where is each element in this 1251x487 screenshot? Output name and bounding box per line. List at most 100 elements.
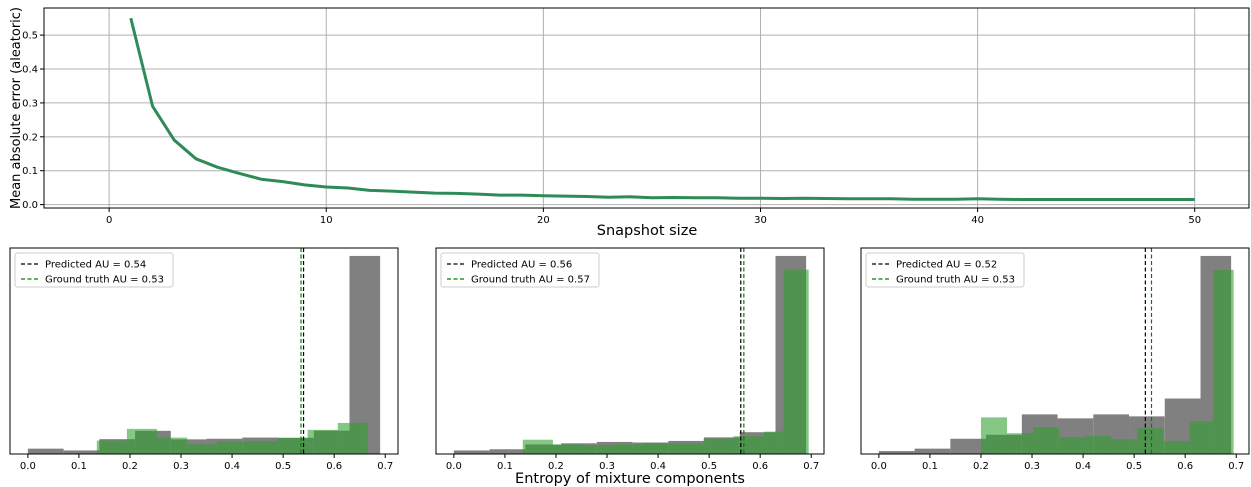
ground-truth-bar [1137, 428, 1164, 454]
x-tick-label: 0.7 [803, 461, 819, 472]
x-tick-label: 0.1 [71, 461, 87, 472]
x-tick-label: 0.3 [1024, 461, 1040, 472]
x-tick-label: 0.0 [871, 461, 887, 472]
plot-frame [9, 247, 399, 455]
ground-truth-bar [1111, 439, 1138, 454]
ground-truth-bar [763, 431, 784, 454]
grid [44, 8, 1249, 208]
x-tick-label: 0.5 [275, 461, 291, 472]
x-tick-label: 0.6 [326, 461, 342, 472]
ground-truth-bar [1163, 440, 1190, 454]
ground-truth-bar [187, 444, 218, 454]
x-tick-label: 0.6 [752, 461, 768, 472]
plot-frame [435, 247, 825, 455]
x-tick-label: 0.6 [1177, 461, 1193, 472]
legend: Predicted AU = 0.52 Ground truth AU = 0.5… [865, 252, 1025, 288]
legend-label: Predicted AU = 0.52 [896, 260, 997, 271]
plot-frame [860, 247, 1250, 455]
x-tick-label: 30 [754, 215, 767, 226]
ground-truth-bar [157, 437, 188, 454]
legend-box [440, 252, 600, 288]
ground-truth-bar [337, 422, 368, 454]
mae-series-line [129, 17, 1195, 201]
predicted-bar [349, 255, 381, 454]
x-tick-label: 0.7 [377, 461, 393, 472]
y-tick-label: 0.2 [22, 132, 38, 143]
histogram-panel-3: 0.0 0.1 0.2 0.3 0.4 0.5 0.6 0.7 Predicted AU = 0… [860, 247, 1250, 472]
ground-truth-bar [247, 441, 278, 454]
legend: Predicted AU = 0.56 Ground truth AU = 0.5… [440, 252, 600, 288]
legend-label: Predicted AU = 0.54 [45, 260, 146, 271]
predicted-bar [63, 450, 100, 454]
y-tick-label: 0.1 [22, 166, 38, 177]
ground-truth-bar [307, 429, 338, 454]
x-tick-label: 0.5 [701, 461, 717, 472]
predicted-bar [27, 448, 64, 454]
mae-line-chart: 0 10 20 30 40 50 0.0 0.1 0.2 0.3 0.4 0.5 Snapshot … [9, 7, 1250, 239]
x-tick-label: 0.7 [1228, 461, 1244, 472]
ground-truth-bar [96, 440, 127, 454]
y-tick-label: 0.0 [22, 200, 38, 211]
ground-truth-bar [217, 441, 248, 454]
legend: Predicted AU = 0.54 Ground truth AU = 0.5… [14, 252, 174, 288]
legend-box [865, 252, 1025, 288]
ground-truth-bar [980, 417, 1008, 454]
x-tick-label: 0.3 [173, 461, 189, 472]
x-tick-label: 0.5 [1126, 461, 1142, 472]
ground-truth-bar [1085, 436, 1112, 454]
y-tick-label: 0.3 [22, 98, 38, 109]
y-axis-label: Mean absolute error (aleatoric) [9, 7, 24, 209]
shared-x-axis-label: Entropy of mixture components [515, 471, 745, 487]
x-tick-label: 0.2 [548, 461, 564, 472]
legend-box [14, 252, 174, 288]
y-ticks: 0.0 0.1 0.2 0.3 0.4 0.5 [22, 31, 44, 211]
x-axis-label: Snapshot size [597, 223, 698, 239]
predicted-bar [950, 438, 987, 454]
x-tick-label: 50 [1188, 215, 1201, 226]
ground-truth-bar [703, 438, 734, 454]
histogram-panel-1: 0.0 0.1 0.2 0.3 0.4 0.5 0.6 0.7 Predicted AU = 0… [9, 247, 399, 472]
x-tick-label: 0.0 [20, 461, 36, 472]
legend-label: Ground truth AU = 0.57 [471, 275, 590, 286]
x-tick-label: 0.2 [122, 461, 138, 472]
y-tick-label: 0.4 [22, 65, 38, 76]
predicted-bar [453, 450, 490, 454]
legend-label: Ground truth AU = 0.53 [896, 275, 1015, 286]
y-tick-label: 0.5 [22, 31, 38, 42]
x-tick-label: 0 [106, 215, 112, 226]
ground-truth-bar [613, 444, 644, 454]
x-tick-label: 0.4 [650, 461, 666, 472]
x-tick-label: 20 [537, 215, 550, 226]
x-tick-label: 0.0 [446, 461, 462, 472]
ground-truth-bar [1189, 421, 1214, 454]
legend-label: Ground truth AU = 0.53 [45, 275, 164, 286]
ground-truth-bar [1007, 433, 1034, 454]
x-tick-label: 0.2 [973, 461, 989, 472]
x-tick-label: 10 [320, 215, 333, 226]
ground-truth-bar [733, 436, 764, 454]
ground-truth-bar [673, 443, 704, 454]
ground-truth-bar [126, 428, 158, 454]
ground-truth-bar [522, 439, 553, 454]
ground-truth-bar [552, 444, 584, 454]
plot-frame [43, 7, 1250, 209]
x-tick-label: 0.1 [922, 461, 938, 472]
histogram-panel-2: 0.0 0.1 0.2 0.3 0.4 0.5 0.6 0.7 Predicted AU = 0… [435, 247, 825, 472]
x-ticks: 0 10 20 30 40 50 [106, 208, 1201, 226]
x-tick-label: 0.4 [224, 461, 240, 472]
predicted-bar [878, 451, 915, 454]
predicted-bar [489, 449, 526, 454]
ground-truth-bar [583, 445, 614, 454]
ground-truth-bar [1059, 437, 1086, 454]
x-tick-label: 0.4 [1075, 461, 1091, 472]
predicted-bar [914, 448, 951, 454]
ground-truth-bar [783, 269, 809, 454]
ground-truth-bar [277, 437, 308, 454]
ground-truth-bar [1213, 269, 1234, 454]
x-tick-label: 0.3 [599, 461, 615, 472]
ground-truth-bar [1033, 427, 1060, 454]
legend-label: Predicted AU = 0.56 [471, 260, 572, 271]
x-tick-label: 0.1 [497, 461, 513, 472]
ground-truth-bar [643, 443, 674, 454]
